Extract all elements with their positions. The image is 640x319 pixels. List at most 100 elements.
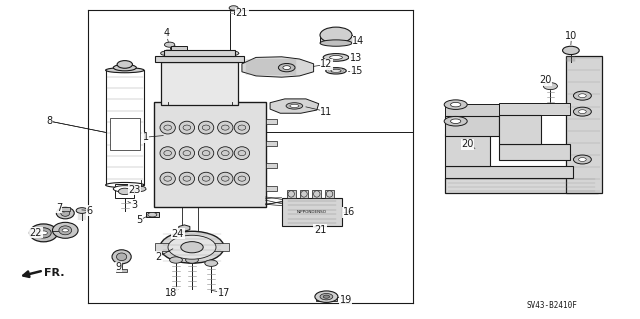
Ellipse shape [331, 69, 341, 72]
Bar [320, 35, 352, 43]
Ellipse shape [202, 176, 210, 181]
Ellipse shape [444, 100, 467, 109]
Ellipse shape [218, 172, 233, 185]
Ellipse shape [238, 151, 246, 156]
Ellipse shape [315, 291, 338, 302]
Ellipse shape [221, 125, 229, 130]
Ellipse shape [29, 224, 58, 242]
Ellipse shape [288, 191, 294, 197]
Bar [325, 190, 334, 198]
Ellipse shape [205, 260, 218, 266]
Ellipse shape [168, 235, 216, 259]
Text: 7: 7 [56, 203, 62, 213]
Ellipse shape [164, 125, 172, 130]
Ellipse shape [186, 257, 198, 263]
Text: 21: 21 [236, 8, 248, 19]
Text: 5: 5 [136, 215, 143, 225]
Ellipse shape [573, 107, 591, 116]
Bar [146, 212, 159, 217]
Ellipse shape [202, 125, 210, 130]
Text: NIPPONDENSO: NIPPONDENSO [297, 210, 327, 214]
Ellipse shape [579, 94, 586, 98]
Ellipse shape [238, 125, 246, 130]
Ellipse shape [164, 151, 172, 156]
Text: 12: 12 [320, 59, 333, 70]
Ellipse shape [229, 6, 238, 10]
Bar [266, 141, 277, 146]
Ellipse shape [278, 63, 295, 72]
Ellipse shape [323, 295, 330, 298]
Bar [282, 198, 342, 226]
Ellipse shape [183, 176, 191, 181]
Ellipse shape [573, 155, 591, 164]
Bar [499, 144, 570, 160]
Ellipse shape [170, 257, 182, 263]
Ellipse shape [148, 212, 157, 217]
Bar [154, 102, 266, 207]
Polygon shape [270, 99, 319, 113]
Ellipse shape [76, 208, 88, 213]
Bar [445, 166, 573, 178]
Bar [445, 104, 499, 116]
Ellipse shape [218, 147, 233, 160]
Text: 2: 2 [156, 252, 162, 262]
Ellipse shape [183, 151, 191, 156]
Ellipse shape [202, 151, 210, 156]
Text: 14: 14 [352, 36, 365, 47]
Ellipse shape [238, 176, 246, 181]
Ellipse shape [113, 64, 136, 71]
Bar [266, 163, 277, 168]
Ellipse shape [59, 226, 72, 235]
Ellipse shape [160, 231, 224, 263]
Bar [316, 297, 337, 301]
Ellipse shape [179, 172, 195, 185]
Bar [445, 116, 499, 136]
Bar [445, 134, 490, 166]
Ellipse shape [56, 207, 74, 219]
Ellipse shape [36, 228, 51, 238]
Bar [155, 243, 229, 251]
Ellipse shape [314, 191, 320, 197]
Text: 4: 4 [163, 28, 170, 39]
Ellipse shape [106, 68, 144, 73]
Text: 20: 20 [461, 139, 474, 149]
Ellipse shape [198, 147, 214, 160]
Text: 15: 15 [351, 66, 364, 76]
Ellipse shape [231, 51, 239, 55]
Ellipse shape [106, 182, 144, 188]
Text: 8: 8 [47, 116, 53, 126]
Bar [60, 207, 70, 211]
Ellipse shape [198, 121, 214, 134]
Ellipse shape [181, 242, 204, 253]
Bar [566, 56, 602, 193]
Ellipse shape [451, 119, 461, 123]
Ellipse shape [117, 61, 132, 68]
Bar [155, 56, 244, 62]
Ellipse shape [160, 172, 175, 185]
Ellipse shape [52, 222, 78, 238]
Ellipse shape [198, 172, 214, 185]
Bar [115, 184, 134, 198]
Text: 23: 23 [128, 185, 141, 195]
Ellipse shape [444, 116, 467, 126]
Ellipse shape [179, 121, 195, 134]
Text: 9: 9 [115, 262, 122, 272]
Polygon shape [179, 225, 190, 231]
Ellipse shape [451, 102, 461, 107]
Text: SV43-B2410F: SV43-B2410F [526, 301, 577, 310]
Ellipse shape [579, 158, 586, 161]
Bar [171, 46, 187, 50]
Ellipse shape [221, 151, 229, 156]
Bar [300, 190, 308, 198]
Bar [312, 190, 321, 198]
Ellipse shape [164, 42, 175, 47]
Ellipse shape [113, 186, 136, 192]
Bar [164, 50, 235, 56]
Ellipse shape [179, 147, 195, 160]
Bar [266, 186, 277, 191]
Ellipse shape [573, 91, 591, 100]
Ellipse shape [330, 56, 342, 59]
Ellipse shape [543, 83, 557, 90]
Bar [116, 269, 127, 272]
Text: 22: 22 [29, 228, 42, 238]
